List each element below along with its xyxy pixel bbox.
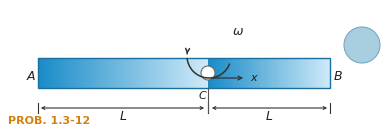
Text: L: L (265, 110, 272, 123)
Text: PROB. 1.3-12: PROB. 1.3-12 (8, 116, 90, 126)
Circle shape (344, 27, 380, 63)
Circle shape (201, 66, 215, 80)
Text: B: B (334, 70, 343, 82)
Text: ω: ω (233, 25, 243, 38)
Bar (38, 58, 330, 88)
Text: C: C (198, 91, 206, 101)
Text: x: x (250, 73, 257, 83)
Text: L: L (120, 110, 127, 123)
Text: A: A (27, 70, 35, 82)
